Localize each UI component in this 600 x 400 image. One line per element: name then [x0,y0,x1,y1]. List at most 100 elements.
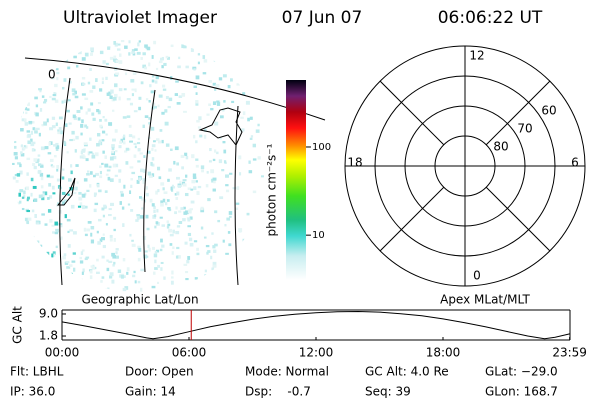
speckle [106,259,109,262]
speckle [168,168,172,172]
speckle [26,172,29,176]
speckle [48,272,52,277]
speckle [217,219,221,223]
speckle [212,158,216,162]
speckle [24,255,27,259]
speckle [153,253,158,258]
speckle [134,280,137,284]
speckle [137,160,141,163]
speckle [219,115,224,119]
speckle [24,253,27,256]
speckle [80,123,84,128]
speckle [163,276,166,280]
speckle [253,285,257,289]
speckle [113,237,116,242]
speckle [59,236,63,240]
speckle [81,271,84,275]
speckle [89,184,92,188]
speckle [252,190,257,194]
speckle [39,108,43,112]
speckle [126,98,131,101]
colorbar-label: photon cm⁻²s⁻¹ [265,143,279,236]
timeline-left-label: Geographic Lat/Lon [81,293,198,307]
speckle [171,184,174,188]
meridian [59,77,71,286]
speckle [214,243,218,247]
speckle [42,191,45,194]
speckle [39,55,42,60]
speckle [47,197,50,200]
speckle [89,275,93,280]
speckle [67,244,71,248]
speckle [67,66,71,70]
speckle [98,189,102,193]
speckle [28,46,32,50]
speckle [109,95,113,100]
speckle [142,52,146,56]
speckle [195,100,199,104]
speckle [261,265,264,269]
speckle [202,72,207,75]
speckle [176,246,180,250]
speckle [138,247,142,252]
speckle [137,42,140,47]
speckle [118,178,121,183]
speckle [17,268,21,272]
speckle [92,289,97,292]
info-field: Flt: LBHL [10,365,64,379]
speckle [133,270,136,274]
speckle [91,266,96,270]
speckle [118,169,122,173]
speckle [125,161,129,165]
speckle [97,110,101,115]
speckle [167,105,171,109]
speckle [144,250,148,253]
speckle [167,223,171,227]
speckle [181,92,186,97]
speckle [49,95,52,98]
speckle [20,144,23,147]
speckle [28,250,32,254]
speckle [188,237,193,242]
speckle [161,84,166,88]
speckle [35,159,39,164]
speckle [81,205,86,210]
speckle [193,68,196,71]
speckle [102,60,106,63]
speckle [163,62,167,66]
speckle [17,68,20,72]
speckle [91,112,95,116]
speckle [161,65,164,69]
speckle [23,233,27,237]
speckle [207,198,211,202]
speckle [130,178,134,181]
speckle [31,288,35,292]
speckle [131,135,136,139]
speckle [49,158,54,162]
speckle [153,271,156,275]
speckle [214,87,217,91]
speckle [65,49,70,53]
speckle [164,121,169,126]
speckle [58,116,63,120]
speckle [151,173,155,177]
speckle [238,228,243,233]
speckle [189,208,193,211]
speckle [112,138,116,142]
speckle [81,148,86,153]
speckle [180,154,185,158]
speckle [138,196,142,199]
speckle [32,185,37,189]
speckle [31,148,35,152]
speckle [148,99,151,103]
speckle [47,209,52,213]
speckle [90,239,95,244]
speckle [192,176,197,180]
speckle [49,265,52,268]
lat-ring [404,105,526,227]
speckle [108,275,113,279]
speckle [37,170,42,174]
speckle [20,128,24,132]
speckle [155,67,159,70]
speckle [160,238,163,243]
